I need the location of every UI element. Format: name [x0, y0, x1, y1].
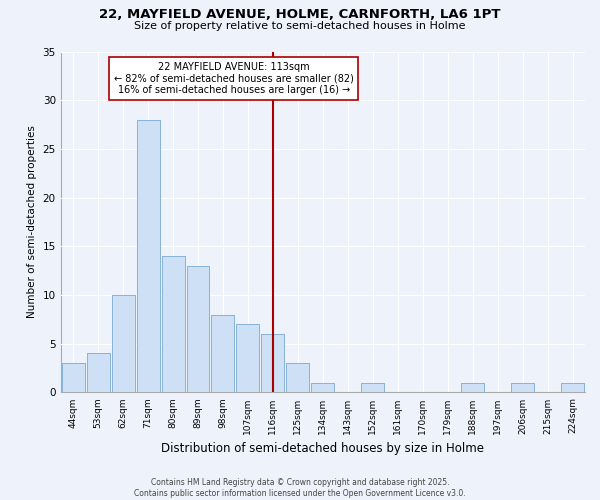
Bar [461, 382, 484, 392]
Y-axis label: Number of semi-detached properties: Number of semi-detached properties [27, 126, 37, 318]
Bar [511, 382, 534, 392]
Bar [361, 382, 384, 392]
X-axis label: Distribution of semi-detached houses by size in Holme: Distribution of semi-detached houses by … [161, 442, 484, 455]
Bar [211, 314, 235, 392]
Bar [262, 334, 284, 392]
Bar [286, 363, 310, 392]
Bar [187, 266, 209, 392]
Bar [86, 354, 110, 393]
Bar [561, 382, 584, 392]
Bar [461, 382, 484, 392]
Bar [137, 120, 160, 392]
Bar [211, 314, 235, 392]
Bar [561, 382, 584, 392]
Bar [112, 295, 134, 392]
Bar [62, 363, 85, 392]
Text: Size of property relative to semi-detached houses in Holme: Size of property relative to semi-detach… [134, 21, 466, 31]
Text: 22 MAYFIELD AVENUE: 113sqm
← 82% of semi-detached houses are smaller (82)
16% of: 22 MAYFIELD AVENUE: 113sqm ← 82% of semi… [114, 62, 353, 95]
Bar [511, 382, 534, 392]
Bar [187, 266, 209, 392]
Text: 22, MAYFIELD AVENUE, HOLME, CARNFORTH, LA6 1PT: 22, MAYFIELD AVENUE, HOLME, CARNFORTH, L… [99, 8, 501, 20]
Bar [112, 295, 134, 392]
Bar [161, 256, 185, 392]
Text: Contains HM Land Registry data © Crown copyright and database right 2025.
Contai: Contains HM Land Registry data © Crown c… [134, 478, 466, 498]
Bar [236, 324, 259, 392]
Bar [262, 334, 284, 392]
Bar [62, 363, 85, 392]
Bar [161, 256, 185, 392]
Bar [236, 324, 259, 392]
Bar [86, 354, 110, 393]
Bar [137, 120, 160, 392]
Bar [361, 382, 384, 392]
Bar [311, 382, 334, 392]
Bar [286, 363, 310, 392]
Bar [311, 382, 334, 392]
